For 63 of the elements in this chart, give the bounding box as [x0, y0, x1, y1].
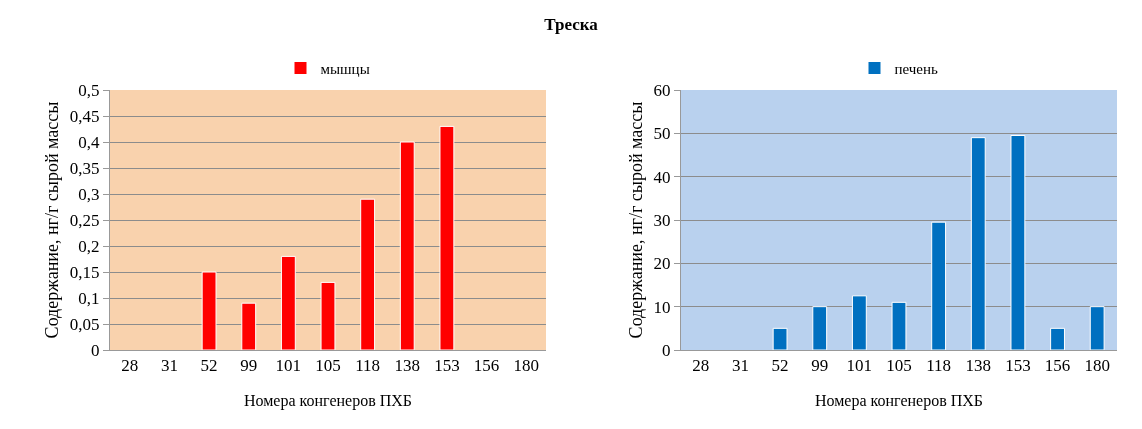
bar — [320, 281, 336, 350]
x-axis-title: Номера конгенеров ПХБ — [814, 392, 984, 411]
y-tick-label: 0,3 — [78, 184, 100, 204]
y-tick-label: 0,25 — [69, 210, 100, 230]
x-tick-label: 180 — [1084, 356, 1110, 376]
x-tick-label: 105 — [315, 356, 341, 376]
x-tick-label: 28 — [121, 356, 139, 376]
y-tick-label: 20 — [653, 254, 671, 274]
y-tick-label: 30 — [653, 210, 671, 230]
legend-label: печень — [894, 60, 939, 77]
x-axis-title: Номера конгенеров ПХБ — [243, 392, 413, 411]
x-tick-label: 153 — [1005, 356, 1031, 376]
y-tick-label: 0,45 — [69, 106, 100, 126]
y-tick-label: 0,2 — [78, 236, 100, 256]
y-tick-label: 60 — [653, 80, 671, 100]
x-tick-label: 138 — [394, 356, 421, 376]
bar — [241, 302, 257, 350]
legend-label: мышцы — [320, 60, 370, 77]
bar — [439, 125, 455, 350]
y-tick-label: 0 — [662, 340, 671, 360]
y-tick-label: 50 — [653, 124, 671, 144]
bar — [201, 271, 217, 350]
bar — [891, 301, 907, 350]
y-tick-label: 40 — [653, 167, 671, 187]
bar — [280, 255, 296, 350]
y-tick-label: 10 — [653, 297, 671, 317]
x-tick-label: 52 — [771, 356, 789, 376]
bar — [772, 327, 788, 350]
bar — [360, 198, 376, 350]
chart-title: Треска — [543, 14, 599, 36]
x-tick-label: 138 — [965, 356, 992, 376]
bar — [1089, 306, 1105, 350]
x-tick-label: 99 — [240, 356, 258, 376]
x-tick-label: 31 — [160, 356, 178, 376]
y-tick-label: 0,05 — [69, 314, 100, 334]
bar — [1010, 135, 1026, 350]
bar — [931, 221, 947, 350]
y-tick-label: 0,15 — [69, 262, 100, 282]
y-tick-label: 0,4 — [78, 132, 101, 152]
x-tick-label: 105 — [886, 356, 912, 376]
bar — [1050, 327, 1065, 350]
x-tick-label: 180 — [513, 356, 539, 376]
x-tick-label: 101 — [846, 356, 873, 376]
x-tick-label: 118 — [355, 356, 381, 376]
x-tick-label: 28 — [692, 356, 710, 376]
y-tick-label: 0 — [91, 340, 100, 360]
bar — [399, 141, 415, 350]
bar — [851, 295, 867, 350]
x-tick-label: 52 — [200, 356, 218, 376]
bar — [970, 137, 986, 350]
x-tick-label: 153 — [434, 356, 460, 376]
y-tick-label: 0,35 — [69, 158, 100, 178]
y-axis-title: Содержание, нг/г сырой массы — [625, 101, 646, 339]
bar — [812, 306, 828, 350]
y-tick-label: 0,1 — [78, 288, 100, 308]
x-tick-label: 118 — [926, 356, 952, 376]
x-tick-label: 101 — [275, 356, 302, 376]
x-tick-label: 99 — [811, 356, 829, 376]
y-tick-label: 0,5 — [78, 80, 100, 100]
x-tick-label: 156 — [473, 356, 500, 376]
x-tick-label: 31 — [731, 356, 749, 376]
y-axis-title: Содержание, нг/г сырой массы — [42, 101, 63, 339]
x-tick-label: 156 — [1044, 356, 1071, 376]
